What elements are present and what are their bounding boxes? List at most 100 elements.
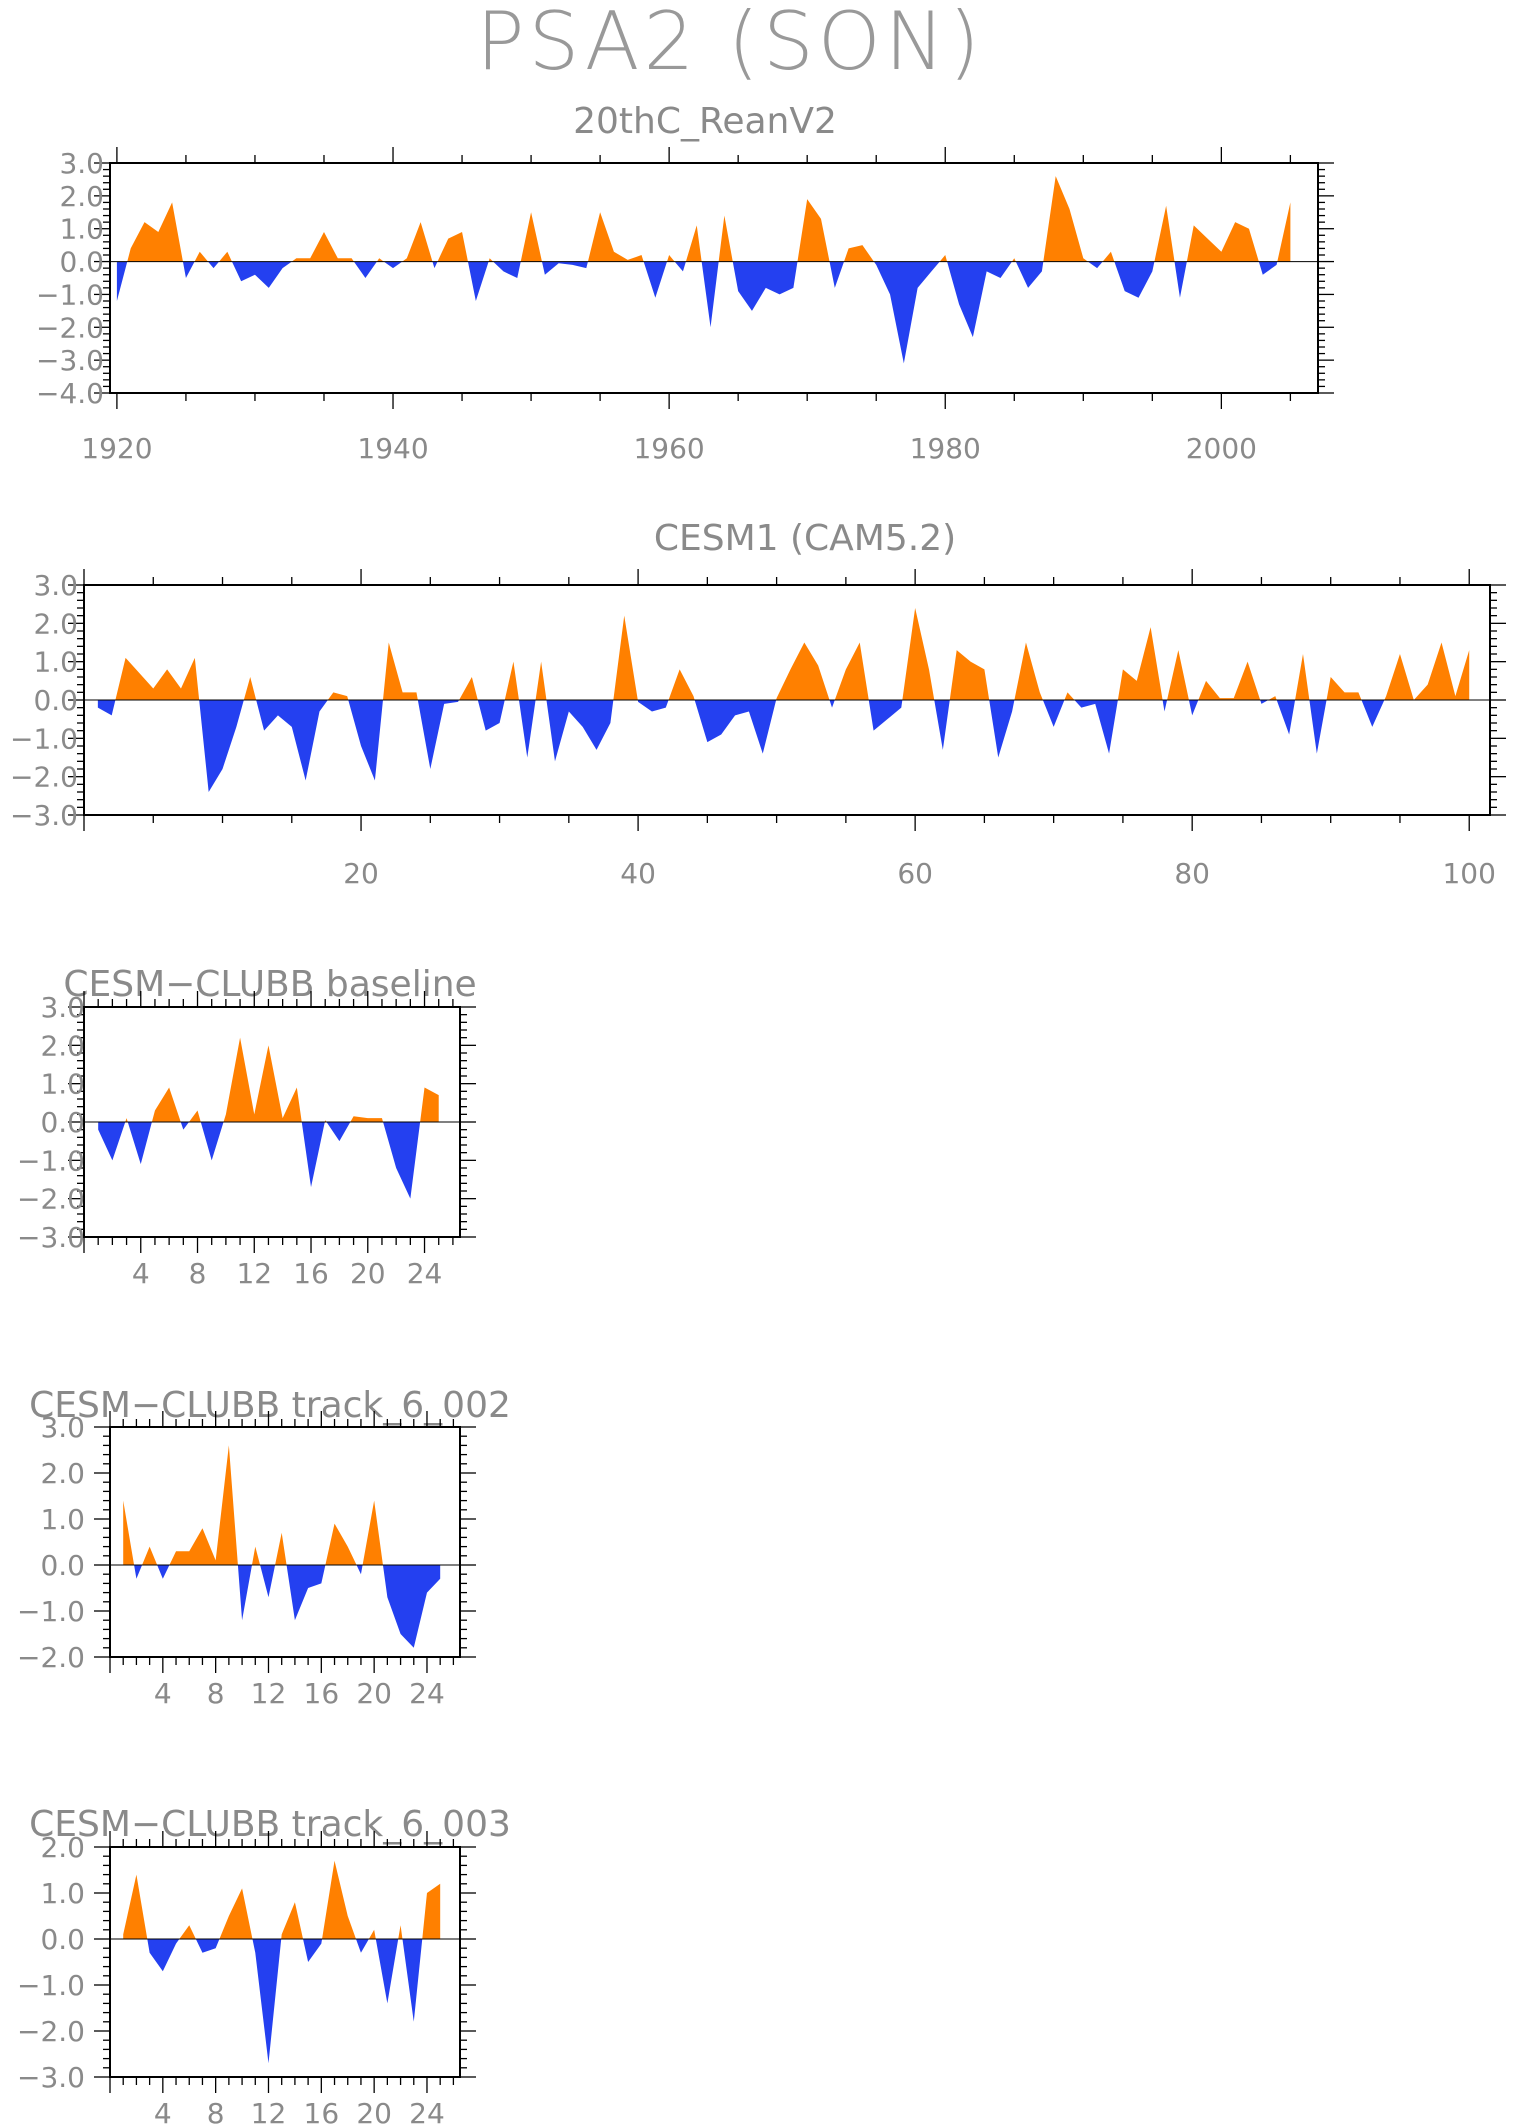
data-point xyxy=(144,222,145,223)
data-point xyxy=(365,277,366,278)
data-point xyxy=(679,669,680,670)
x-tick-label: 24 xyxy=(409,2097,445,2125)
data-point xyxy=(693,696,694,697)
data-point xyxy=(970,661,971,662)
data-point xyxy=(440,1578,441,1579)
data-point xyxy=(250,676,251,677)
data-point xyxy=(149,1546,150,1547)
data-point xyxy=(334,1523,335,1524)
data-point xyxy=(1469,650,1470,651)
y-tick-label: 1.0 xyxy=(40,1877,85,1910)
data-point xyxy=(485,730,486,731)
data-point xyxy=(915,607,916,608)
data-point xyxy=(239,1037,240,1038)
data-point xyxy=(903,363,904,364)
data-point xyxy=(1219,697,1220,698)
data-point xyxy=(613,251,614,252)
data-point xyxy=(1083,258,1084,259)
data-point xyxy=(889,294,890,295)
data-point xyxy=(202,1528,203,1529)
data-point xyxy=(1261,703,1262,704)
data-point xyxy=(448,238,449,239)
data-point xyxy=(1455,696,1456,697)
positive-anomaly-area xyxy=(98,1037,439,1122)
data-point xyxy=(517,277,518,278)
data-point xyxy=(1027,287,1028,288)
data-point xyxy=(310,258,311,259)
data-point xyxy=(1247,661,1248,662)
data-point xyxy=(255,1546,256,1547)
data-point xyxy=(402,692,403,693)
plot-frame xyxy=(83,584,1491,816)
data-point xyxy=(790,669,791,670)
data-point xyxy=(984,669,985,670)
data-point xyxy=(876,264,877,265)
x-tick-label: 20 xyxy=(343,857,379,890)
y-tick-label: −3.0 xyxy=(10,799,78,832)
data-point xyxy=(707,742,708,743)
y-tick-label: 1.0 xyxy=(40,1068,85,1101)
data-point xyxy=(544,274,545,275)
data-point xyxy=(986,271,987,272)
y-tick-label: −1.0 xyxy=(17,1595,85,1628)
data-point xyxy=(1164,711,1165,712)
data-point xyxy=(1039,692,1040,693)
data-point xyxy=(277,715,278,716)
positive-anomaly-area xyxy=(116,176,1291,262)
plot-frame xyxy=(109,162,1319,394)
data-point xyxy=(804,642,805,643)
data-point xyxy=(873,730,874,731)
chart-title: CESM−CLUBB baseline xyxy=(63,964,476,1005)
data-point xyxy=(1122,669,1123,670)
data-point xyxy=(353,1116,354,1117)
y-tick-label: 3.0 xyxy=(40,991,85,1024)
data-point xyxy=(440,1883,441,1884)
plot-frame xyxy=(109,1846,461,2078)
negative-anomaly-area xyxy=(97,700,1470,792)
x-tick-label: 24 xyxy=(407,1257,443,1290)
data-point xyxy=(241,1888,242,1889)
data-point xyxy=(624,615,625,616)
x-tick-label: 20 xyxy=(356,2097,392,2125)
data-point xyxy=(998,757,999,758)
y-tick-label: 2.0 xyxy=(40,1457,85,1490)
data-point xyxy=(1055,176,1056,177)
data-point xyxy=(1233,697,1234,698)
data-point xyxy=(444,703,445,704)
y-tick-label: −4.0 xyxy=(36,377,104,410)
data-point xyxy=(225,1114,226,1115)
data-point xyxy=(172,202,173,203)
data-point xyxy=(153,688,154,689)
data-point xyxy=(112,1160,113,1161)
data-point xyxy=(1235,222,1236,223)
data-point xyxy=(1095,703,1096,704)
data-point xyxy=(820,218,821,219)
data-point xyxy=(347,1915,348,1916)
data-point xyxy=(1330,676,1331,677)
data-point xyxy=(1358,692,1359,693)
data-point xyxy=(126,1118,127,1119)
chart-title: CESM−CLUBB track_6_002 xyxy=(29,1385,511,1426)
data-point xyxy=(1097,268,1098,269)
data-point xyxy=(387,1597,388,1598)
x-tick-label: 12 xyxy=(236,1257,272,1290)
data-point xyxy=(1000,277,1001,278)
data-point xyxy=(308,1961,309,1962)
y-tick-label: 2.0 xyxy=(33,607,78,640)
y-tick-label: 2.0 xyxy=(40,1029,85,1062)
data-point xyxy=(1248,228,1249,229)
x-tick-label: 1980 xyxy=(910,432,981,465)
data-point xyxy=(1069,208,1070,209)
data-point xyxy=(724,215,725,216)
data-point xyxy=(457,701,458,702)
data-point xyxy=(1124,291,1125,292)
data-point xyxy=(282,268,283,269)
data-point xyxy=(426,1592,427,1593)
data-point xyxy=(162,1578,163,1579)
data-point xyxy=(420,222,421,223)
data-point xyxy=(651,711,652,712)
y-tick-label: −1.0 xyxy=(17,1969,85,2002)
